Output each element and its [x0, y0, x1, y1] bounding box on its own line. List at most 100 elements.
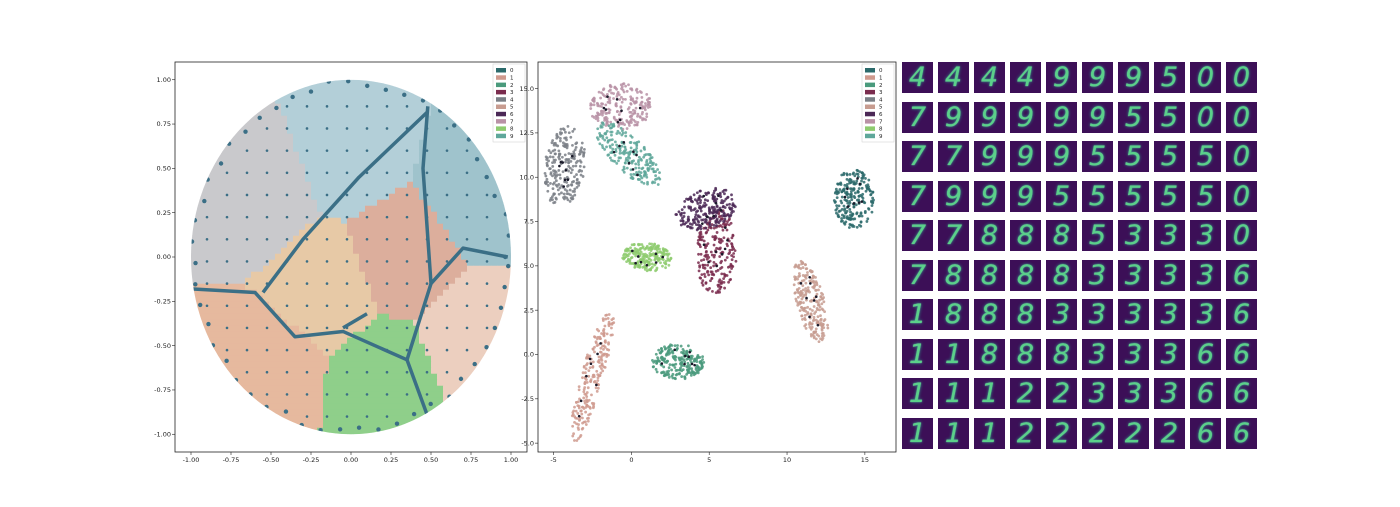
region-cell-5: [371, 229, 378, 237]
region-cell-4: [215, 217, 222, 225]
cluster-node: [714, 250, 718, 254]
region-cell-4: [203, 181, 210, 189]
grid-node: [445, 370, 449, 374]
cluster-point: [848, 177, 852, 181]
region-cell-0: [509, 253, 511, 261]
region-cell-5: [365, 223, 372, 231]
region-cell-2: [395, 409, 402, 417]
cluster-node: [715, 264, 718, 268]
region-cell-8: [491, 433, 498, 435]
cluster-point: [706, 263, 709, 267]
region-cell-1: [191, 427, 198, 435]
region-cell-9: [401, 103, 408, 111]
region-cell-4: [263, 121, 270, 129]
cluster-point: [687, 366, 691, 370]
region-cell-2: [347, 367, 354, 375]
region-cell-0: [431, 151, 438, 159]
region-cell-1: [293, 361, 300, 369]
region-cell-4: [257, 121, 264, 129]
region-cell-9: [371, 79, 378, 87]
region-cell-9: [335, 211, 342, 219]
rim-node: [506, 233, 511, 238]
region-cell-3: [353, 319, 360, 327]
cluster-point: [722, 199, 726, 203]
rim-node: [264, 404, 269, 410]
grid-node: [285, 370, 289, 374]
cluster-point: [549, 151, 553, 155]
region-cell-0: [467, 151, 474, 159]
region-cell-9: [329, 85, 336, 93]
grid-node: [345, 282, 349, 285]
cluster-point: [571, 129, 575, 133]
region-cell-3: [341, 271, 348, 279]
region-cell-1: [317, 361, 324, 369]
cluster-point: [689, 372, 693, 375]
region-cell-9: [335, 157, 342, 165]
region-cell-1: [215, 313, 222, 321]
region-cell-9: [311, 133, 318, 141]
region-cell-0: [449, 91, 456, 99]
region-cell-5: [437, 259, 444, 267]
region-cell-8: [479, 379, 486, 387]
cluster-point: [702, 239, 706, 243]
region-cell-4: [263, 85, 270, 93]
region-cell-1: [233, 349, 240, 357]
region-cell-4: [191, 157, 198, 165]
region-cell-5: [413, 301, 420, 309]
region-cell-4: [215, 223, 222, 231]
region-cell-9: [287, 103, 294, 111]
region-cell-4: [203, 241, 210, 249]
region-cell-0: [497, 217, 504, 225]
cluster-point: [871, 201, 875, 205]
region-cell-2: [371, 367, 378, 375]
grid-node: [305, 193, 309, 197]
region-cell-9: [305, 97, 312, 105]
region-cell-3: [305, 295, 312, 303]
region-cell-3: [329, 223, 336, 231]
region-cell-4: [299, 163, 306, 171]
region-cell-1: [215, 415, 222, 423]
region-cell-2: [323, 409, 330, 417]
region-cell-1: [203, 427, 210, 435]
region-cell-4: [227, 211, 234, 219]
region-cell-1: [299, 373, 306, 381]
region-cell-4: [281, 223, 288, 231]
region-cell-1: [209, 427, 216, 435]
region-cell-4: [257, 247, 264, 255]
cluster-node: [577, 414, 581, 418]
region-cell-3: [317, 337, 324, 345]
region-cell-5: [383, 307, 390, 315]
cluster-point: [720, 265, 724, 269]
region-cell-9: [413, 103, 420, 111]
cluster-point: [806, 271, 809, 274]
grid-node: [425, 282, 429, 285]
cluster-point: [733, 249, 737, 253]
region-cell-3: [305, 241, 312, 249]
grid-node: [345, 415, 349, 418]
region-cell-4: [251, 157, 258, 165]
cluster-point: [573, 154, 577, 158]
region-cell-8: [503, 349, 510, 357]
cluster-point: [610, 318, 614, 322]
cluster-point: [839, 219, 843, 223]
region-cell-9: [311, 181, 318, 189]
cluster-point: [688, 348, 692, 352]
region-cell-3: [305, 283, 312, 291]
region-cell-1: [263, 361, 270, 369]
region-cell-0: [467, 175, 474, 183]
region-cell-1: [203, 307, 210, 315]
region-cell-4: [245, 271, 252, 279]
region-cell-8: [503, 391, 510, 399]
region-cell-9: [383, 79, 390, 87]
region-cell-8: [503, 409, 510, 417]
cluster-point: [549, 197, 553, 200]
region-cell-1: [239, 301, 246, 309]
region-cell-4: [299, 199, 306, 207]
cluster-point: [706, 199, 710, 203]
region-cell-0: [497, 187, 504, 195]
region-cell-4: [227, 109, 234, 117]
region-cell-4: [203, 271, 210, 279]
region-cell-9: [401, 151, 408, 159]
region-cell-1: [269, 367, 276, 375]
cluster-point: [675, 372, 679, 376]
